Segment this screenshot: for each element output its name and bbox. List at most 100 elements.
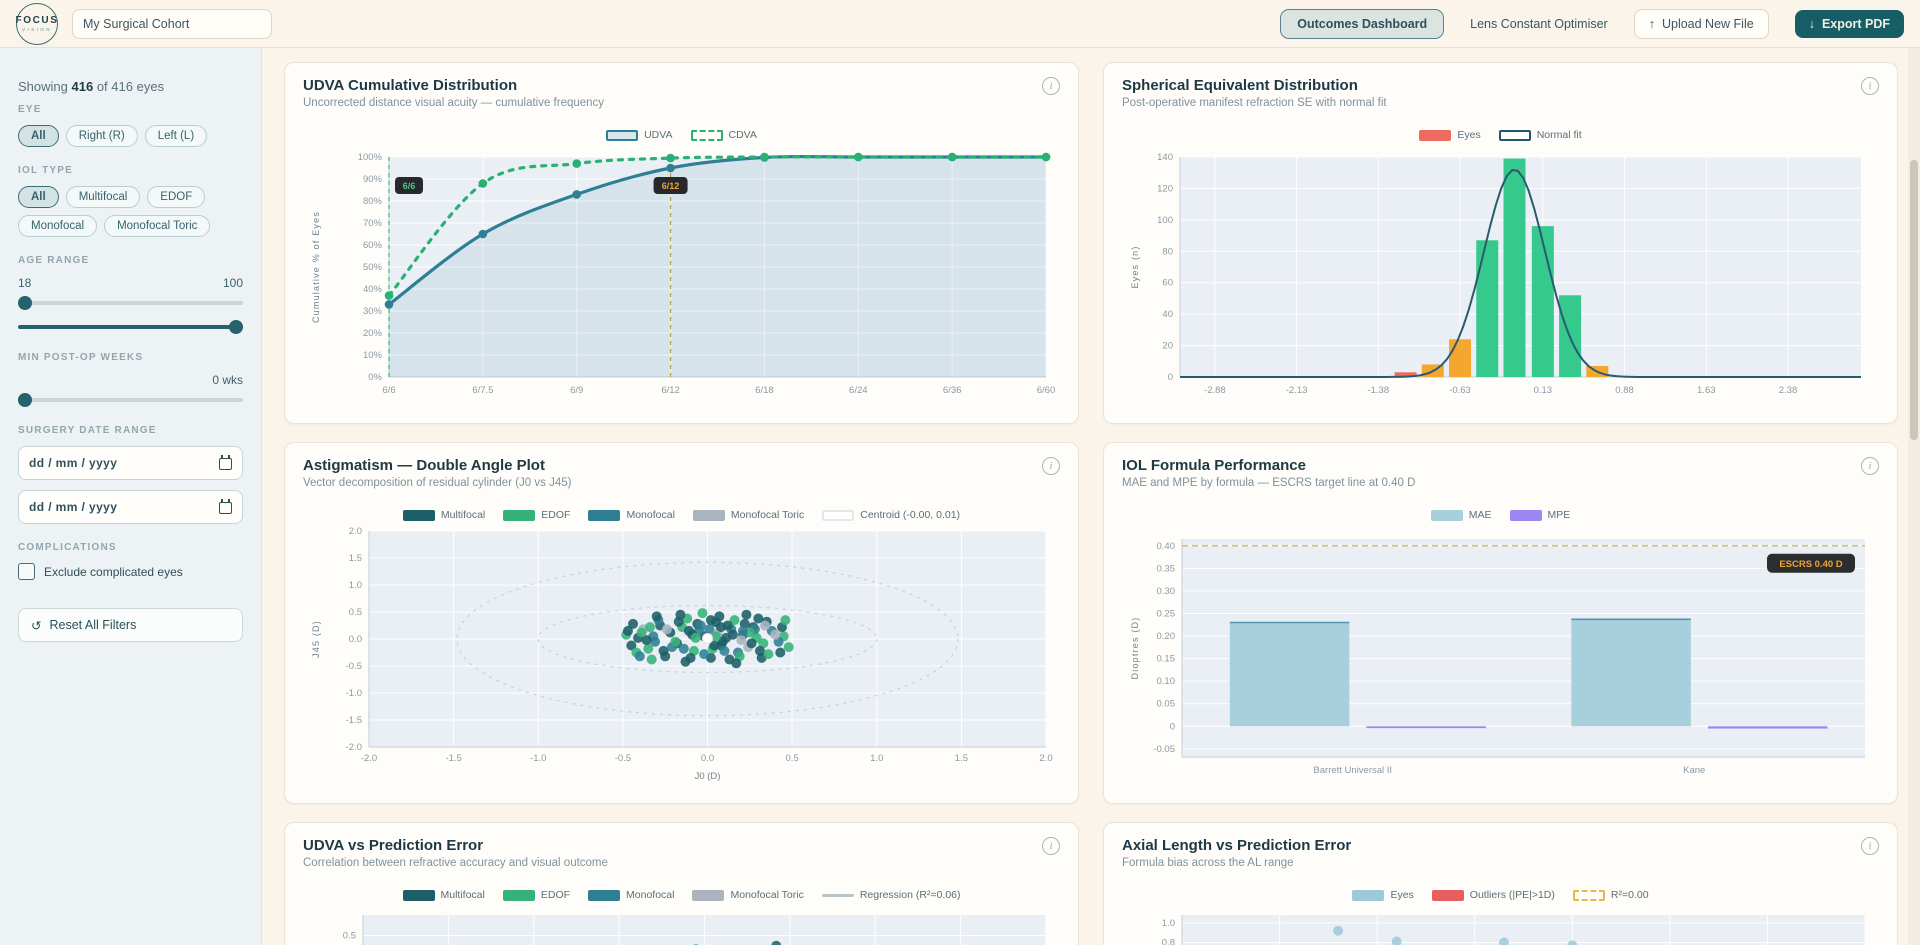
showing-prefix: Showing	[18, 79, 68, 94]
eye-pill-all[interactable]: All	[18, 125, 59, 147]
svg-text:40%: 40%	[363, 284, 383, 295]
iol-pill-all[interactable]: All	[18, 186, 59, 208]
age-min-slider[interactable]	[18, 296, 243, 310]
svg-text:0.35: 0.35	[1157, 563, 1176, 574]
dashboard-main[interactable]: UDVA Cumulative Distribution Uncorrected…	[262, 48, 1920, 945]
exclude-complicated-checkbox[interactable]	[18, 563, 35, 580]
legend-label: EDOF	[540, 889, 571, 901]
iol-pill-multifocal[interactable]: Multifocal	[65, 186, 141, 208]
surgery-date-end-input[interactable]: dd / mm / yyyy	[18, 490, 243, 524]
svg-text:1.0: 1.0	[870, 753, 883, 764]
info-icon[interactable]: i	[1042, 457, 1060, 475]
svg-text:-1.38: -1.38	[1367, 385, 1389, 396]
filters-sidebar: Showing 416 of 416 eyes EYE All Right (R…	[0, 48, 262, 945]
svg-text:J0 (D): J0 (D)	[695, 771, 721, 782]
export-label: Export PDF	[1821, 16, 1890, 31]
upload-icon: ↑	[1648, 16, 1655, 31]
svg-text:100%: 100%	[358, 152, 383, 163]
svg-text:0: 0	[1168, 372, 1173, 383]
legend-swatch	[402, 889, 435, 901]
iol-pill-edof[interactable]: EDOF	[147, 186, 206, 208]
eye-pill-right[interactable]: Right (R)	[65, 125, 138, 147]
card-title: UDVA vs Prediction Error	[303, 837, 484, 854]
age-max-value: 100	[222, 276, 243, 290]
svg-text:1.5: 1.5	[955, 753, 968, 764]
legend-swatch	[588, 509, 621, 521]
info-icon[interactable]: i	[1042, 77, 1060, 95]
chart-canvas: 0% 10% 20% 30% 40% 50% 60% 70% 80% 90% 100% 6/6 6/7.…	[311, 152, 1055, 396]
export-pdf-button[interactable]: ↓ Export PDF	[1794, 9, 1904, 38]
brand-logo: FOCUS VISION	[16, 2, 58, 45]
tab-lens-constant-optimiser[interactable]: Lens Constant Optimiser	[1470, 16, 1608, 31]
scrollbar-thumb[interactable]	[1910, 160, 1918, 440]
legend-item: Normal fit	[1498, 129, 1582, 141]
surgery-date-start-input[interactable]: dd / mm / yyyy	[18, 446, 243, 480]
svg-text:6/18: 6/18	[755, 385, 774, 396]
svg-text:0.40: 0.40	[1157, 541, 1176, 552]
iol-pill-monofocal[interactable]: Monofocal	[18, 215, 98, 237]
legend-label: R²=0.00	[1610, 889, 1649, 901]
reset-all-filters-button[interactable]: ↺ Reset All Filters	[18, 608, 243, 642]
age-max-slider[interactable]	[18, 320, 243, 334]
showing-count: Showing 416 of 416 eyes	[18, 79, 243, 94]
svg-text:6/7.5: 6/7.5	[472, 385, 493, 396]
calendar-icon[interactable]	[219, 455, 232, 470]
chart-legend: MAE MPE	[1122, 509, 1879, 521]
card-header: IOL Formula Performance MAE and MPE by f…	[1122, 457, 1879, 489]
legend-swatch	[1509, 509, 1542, 521]
info-icon[interactable]: i	[1861, 77, 1879, 95]
svg-text:6/9: 6/9	[570, 385, 583, 396]
legend-label: Multifocal	[440, 509, 486, 521]
svg-text:0.5: 0.5	[343, 931, 356, 942]
legend-swatch	[1498, 129, 1531, 141]
card-udva-vs-pe: UDVA vs Prediction Error Correlation bet…	[284, 822, 1079, 945]
svg-text:0.13: 0.13	[1534, 385, 1553, 396]
exclude-complicated-row: Exclude complicated eyes	[18, 563, 243, 580]
chart-canvas: -0.05 0 0.05 0.10 0.15 0.20 0.25 0.30 0.35 0.40 Ba…	[1130, 539, 1865, 776]
svg-text:-2.0: -2.0	[346, 742, 362, 753]
info-icon[interactable]: i	[1861, 457, 1879, 475]
svg-text:Eyes (n): Eyes (n)	[1130, 245, 1140, 288]
card-title: Spherical Equivalent Distribution	[1122, 77, 1358, 94]
legend-label: Outliers (|PE|>1D)	[1469, 889, 1555, 901]
brand-tagline: VISION	[22, 27, 52, 32]
legend-item: R²=0.00	[1572, 889, 1649, 901]
showing-suffix: eyes	[136, 79, 165, 94]
legend-label: MAE	[1468, 509, 1492, 521]
svg-text:Barrett Universal II: Barrett Universal II	[1313, 765, 1392, 776]
legend-label: Normal fit	[1536, 129, 1582, 141]
svg-text:1.0: 1.0	[349, 580, 362, 591]
legend-swatch	[1572, 889, 1605, 901]
legend-item: Monofocal Toric	[692, 889, 804, 901]
eye-filter-group: All Right (R) Left (L)	[18, 125, 243, 147]
cohort-name-input[interactable]	[72, 8, 272, 39]
svg-text:6/24: 6/24	[849, 385, 868, 396]
chart-canvas: -2.0-2.0 -1.5 -1.5 -1.0 -1.0 -0.5 -0.5 0.0 0.0 0.…	[311, 526, 1053, 782]
card-iol-formula-performance: IOL Formula Performance MAE and MPE by f…	[1103, 442, 1898, 804]
iol-pill-monofocal-toric[interactable]: Monofocal Toric	[104, 215, 211, 237]
card-title: Astigmatism — Double Angle Plot	[303, 457, 545, 474]
legend-swatch	[606, 129, 639, 141]
legend-swatch	[402, 509, 435, 521]
download-icon: ↓	[1808, 16, 1815, 31]
svg-text:6/36: 6/36	[943, 385, 962, 396]
postop-weeks-slider[interactable]	[18, 393, 243, 407]
info-icon[interactable]: i	[1042, 837, 1060, 855]
reset-icon: ↺	[31, 618, 42, 633]
svg-text:0.25: 0.25	[1157, 608, 1176, 619]
tab-outcomes-dashboard[interactable]: Outcomes Dashboard	[1280, 8, 1445, 39]
info-icon[interactable]: i	[1861, 837, 1879, 855]
svg-text:10%: 10%	[363, 350, 383, 361]
svg-text:6/6: 6/6	[382, 385, 395, 396]
card-header: UDVA vs Prediction Error Correlation bet…	[303, 837, 1060, 869]
eye-pill-left[interactable]: Left (L)	[144, 125, 208, 147]
legend-item: Eyes	[1419, 129, 1481, 141]
svg-text:ESCRS 0.40 D: ESCRS 0.40 D	[1779, 559, 1842, 570]
calendar-icon[interactable]	[219, 499, 232, 514]
legend-item: Outliers (|PE|>1D)	[1431, 889, 1555, 901]
card-header: Astigmatism — Double Angle Plot Vector d…	[303, 457, 1060, 489]
charts-grid: UDVA Cumulative Distribution Uncorrected…	[284, 62, 1898, 945]
upload-new-file-button[interactable]: ↑ Upload New File	[1633, 8, 1769, 39]
chart-legend: Multifocal EDOF Monofocal Monofocal Toric Re…	[303, 889, 1060, 901]
legend-item: MPE	[1509, 509, 1570, 521]
